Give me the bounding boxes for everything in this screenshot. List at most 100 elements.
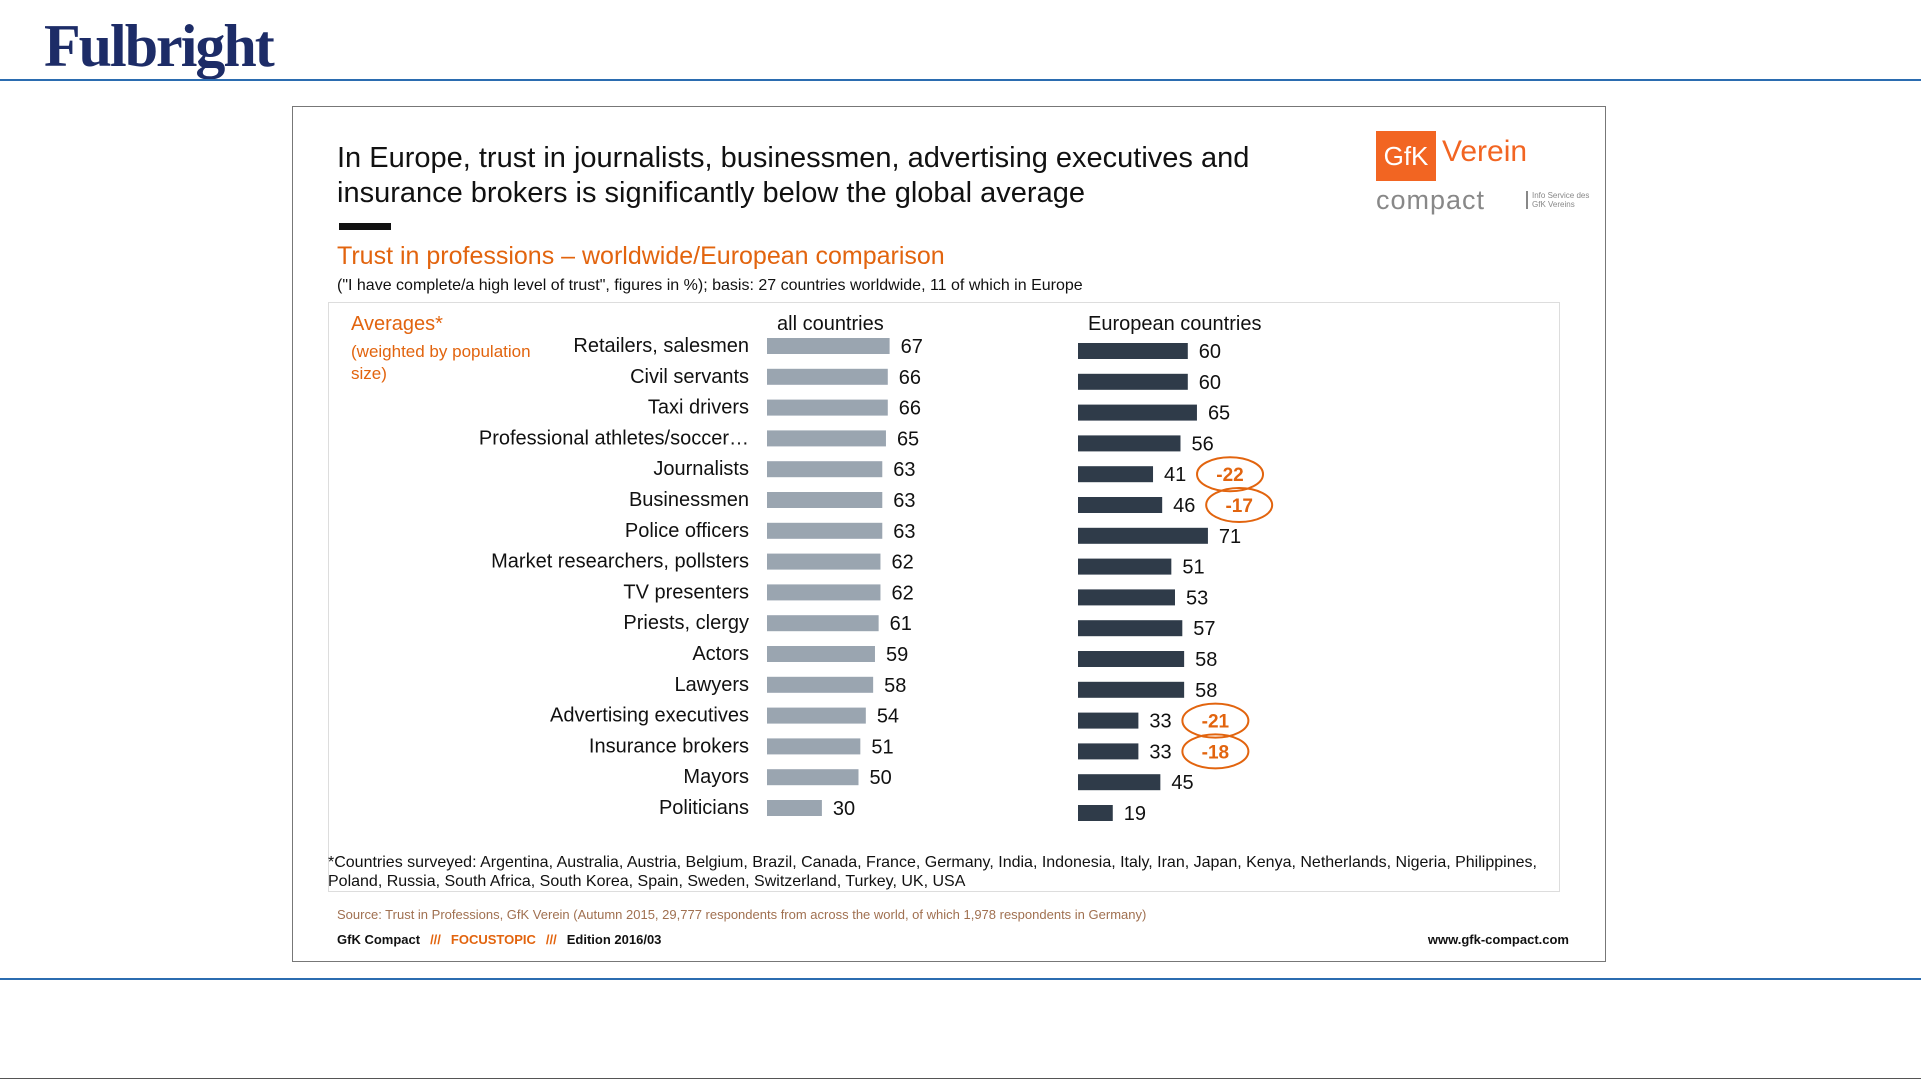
footer-gfk-compact: GfK Compact [337,932,421,947]
footer-url: www.gfk-compact.com [1427,932,1569,947]
bar-all-retailers-salesmen [767,338,890,354]
value-label-europe-insurance-brokers: 33 [1149,741,1171,763]
value-label-all-businessmen: 63 [893,490,915,512]
category-label-advertising-executives: Advertising executives [550,705,749,727]
bar-europe-retailers-salesmen [1078,343,1188,359]
category-label-politicians: Politicians [659,797,749,819]
value-label-europe-journalists: 41 [1164,464,1186,486]
value-label-all-politicians: 30 [833,798,855,820]
value-label-all-professional-athletes-soccer: 65 [897,428,919,450]
bar-all-advertising-executives [767,707,866,724]
category-label-businessmen: Businessmen [629,489,749,511]
bar-all-journalists [767,461,883,478]
category-label-civil-servants: Civil servants [630,366,749,388]
series-header-europe: European countries [1088,313,1262,335]
bar-all-mayors [767,769,859,786]
value-label-europe-politicians: 19 [1124,803,1146,825]
bar-europe-taxi-drivers [1078,404,1197,421]
difference-badge-businessmen [1205,487,1274,523]
bar-all-actors [767,646,875,662]
bar-europe-professional-athletes-soccer [1078,435,1181,452]
value-label-all-mayors: 50 [870,767,892,789]
value-label-europe-taxi-drivers: 65 [1208,403,1230,425]
slide-frame: In Europe, trust in journalists, busines… [292,106,1606,962]
gfk-compact-text: compact [1376,185,1486,215]
chart-basis-note: ("I have complete/a high level of trust"… [337,277,1083,294]
difference-badge-journalists [1196,456,1265,493]
averages-note: (weighted by population size) [351,342,531,383]
footer-separator: /// [430,932,441,947]
value-label-all-advertising-executives: 54 [877,706,899,728]
bar-europe-politicians [1078,805,1113,821]
bar-europe-journalists [1078,466,1154,483]
value-label-all-actors: 59 [886,644,908,666]
chart-panel: Averages* (weighted by population size) … [328,302,1560,892]
bar-all-businessmen [767,492,883,508]
bar-all-civil-servants [767,368,888,385]
slide-headline: In Europe, trust in journalists, busines… [337,142,1250,209]
footer-left: GfK Compact /// FOCUSTOPIC /// Edition 2016/… [337,932,661,947]
footer-divider [0,978,1921,980]
value-label-europe-professional-athletes-soccer: 56 [1191,433,1213,455]
value-label-all-civil-servants: 66 [899,367,921,389]
bar-all-politicians [767,800,822,816]
value-label-europe-police-officers: 71 [1219,526,1241,548]
difference-badge-insurance-brokers [1181,733,1250,770]
bar-all-market-researchers-pollsters [767,553,881,570]
value-label-europe-mayors: 45 [1171,772,1193,794]
value-label-all-insurance-brokers: 51 [871,736,893,758]
bar-europe-actors [1078,651,1185,667]
difference-badge-advertising-executives [1181,702,1250,739]
value-label-europe-tv-presenters: 53 [1186,587,1208,609]
bar-europe-businessmen [1078,497,1163,513]
category-label-police-officers: Police officers [625,520,749,542]
category-label-journalists: Journalists [653,458,749,480]
header-divider [0,79,1921,81]
trust-bar-chart: Retailers, salesmen 67 60 Civil servants 66 6… [479,335,1274,825]
source-note: Source: Trust in Professions, GfK Verein… [337,907,1147,922]
category-label-tv-presenters: TV presenters [623,581,749,603]
category-label-market-researchers-pollsters: Market researchers, pollsters [491,551,749,573]
bar-europe-insurance-brokers [1078,743,1139,760]
value-label-europe-advertising-executives: 33 [1149,711,1171,733]
headline-accent-bar [339,223,391,230]
series-header-all: all countries [777,313,884,335]
value-label-europe-retailers-salesmen: 60 [1199,341,1221,363]
value-label-all-market-researchers-pollsters: 62 [891,552,913,574]
bar-europe-mayors [1078,774,1161,791]
gfk-box: GfK [1376,131,1436,181]
bar-all-police-officers [767,522,883,539]
bar-all-priests-clergy [767,615,879,632]
bar-all-taxi-drivers [767,399,888,416]
bar-europe-lawyers [1078,681,1185,698]
bar-europe-tv-presenters [1078,589,1175,606]
fulbright-logo: Fulbright [44,13,275,79]
value-label-all-retailers-salesmen: 67 [901,336,923,358]
value-label-all-taxi-drivers: 66 [899,398,921,420]
category-label-taxi-drivers: Taxi drivers [648,397,749,419]
category-label-priests-clergy: Priests, clergy [623,612,749,634]
value-label-all-police-officers: 63 [893,521,915,543]
bar-europe-advertising-executives [1078,712,1139,729]
difference-value-businessmen: -17 [1225,496,1252,517]
footer-edition: Edition 2016/03 [566,932,662,947]
value-label-europe-civil-servants: 60 [1199,372,1221,394]
footer-separator: /// [545,932,557,947]
category-label-actors: Actors [692,643,749,665]
value-label-europe-actors: 58 [1195,649,1217,671]
footer-topic: FOCUSTOPIC [450,932,536,947]
gfk-info-text: Info Service des GfK Vereins [1526,191,1592,209]
bar-europe-police-officers [1078,527,1208,544]
value-label-all-priests-clergy: 61 [890,613,912,635]
value-label-all-tv-presenters: 62 [891,582,913,604]
value-label-europe-businessmen: 46 [1173,495,1195,517]
value-label-europe-lawyers: 58 [1195,680,1217,702]
countries-footnote: *Countries surveyed: Argentina, Australi… [328,854,1537,890]
bar-all-professional-athletes-soccer [767,430,886,447]
difference-value-advertising-executives: -21 [1202,712,1230,733]
category-label-professional-athletes-soccer: Professional athletes/soccer… [479,427,749,449]
value-label-europe-market-researchers-pollsters: 51 [1182,557,1204,579]
value-label-all-journalists: 63 [893,459,915,481]
category-label-mayors: Mayors [683,766,749,788]
bar-all-tv-presenters [767,584,881,601]
